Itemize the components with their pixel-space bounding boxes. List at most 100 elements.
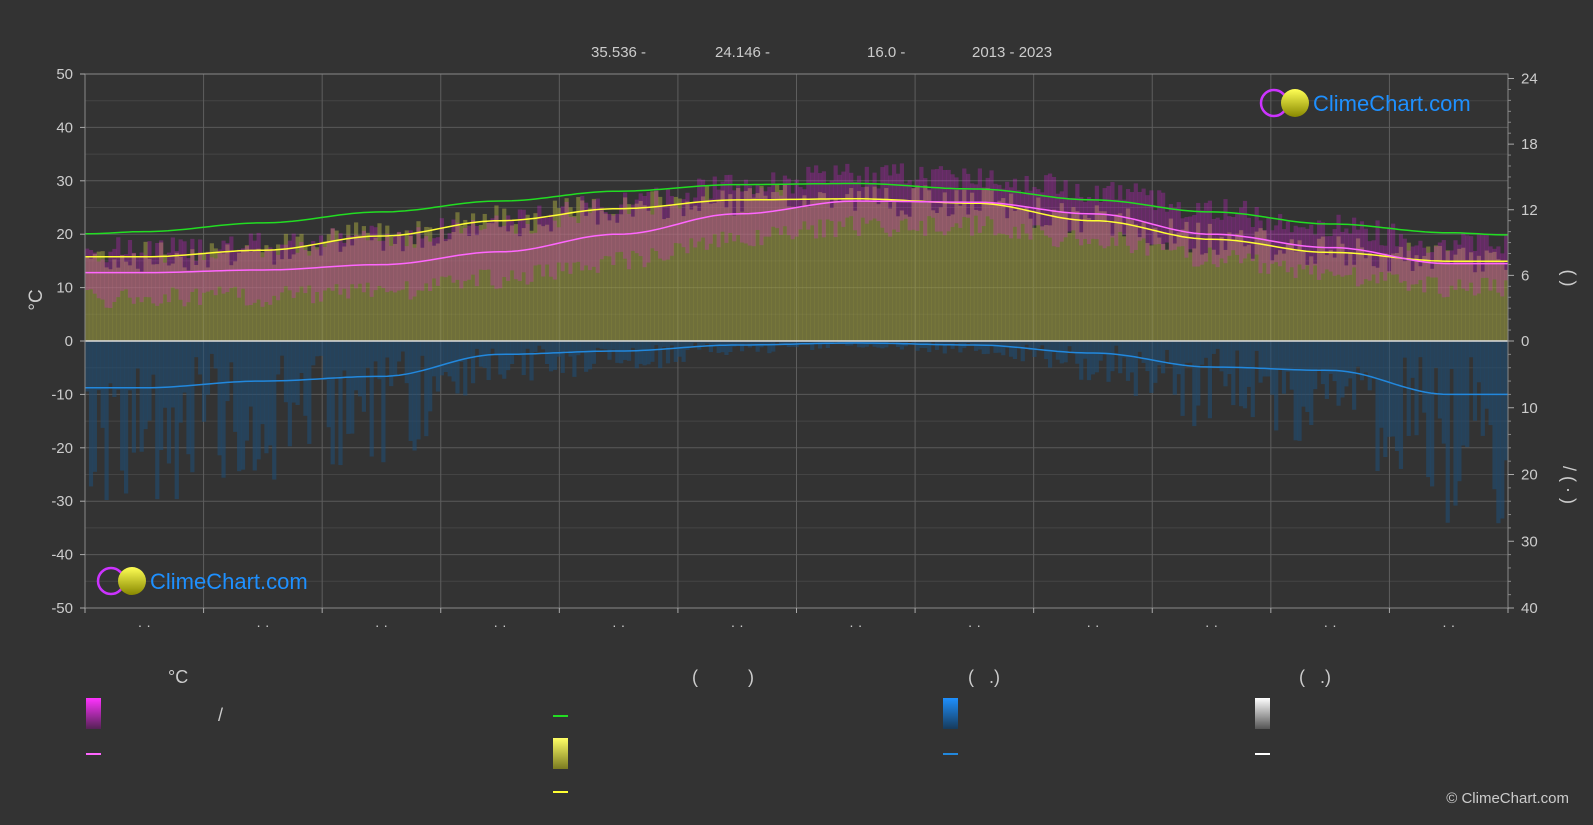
sunshine-bar	[985, 187, 990, 341]
sunshine-bar	[1036, 197, 1041, 341]
precip-bar	[1001, 341, 1006, 356]
sunshine-bar	[357, 235, 363, 341]
right-bottom-tick-label: 40	[1521, 600, 1538, 617]
precip-bar	[1242, 341, 1248, 409]
temp-range-bar	[240, 248, 246, 289]
sunshine-bar	[1157, 237, 1162, 341]
temp-range-bar	[1106, 185, 1111, 247]
precip-bar	[1289, 341, 1294, 390]
sunshine-bar	[541, 226, 546, 341]
precip-bar	[716, 341, 721, 353]
precip-bar	[1005, 341, 1010, 348]
right-top-tick-label: 18	[1521, 136, 1538, 153]
right-top-tick-label: 6	[1521, 267, 1529, 284]
sunshine-bar	[1114, 214, 1119, 341]
sunshine-bar	[237, 252, 242, 341]
precip-bar	[782, 341, 788, 346]
precip-bar	[899, 341, 905, 350]
precip-bar	[541, 341, 546, 350]
sunshine-bar	[334, 230, 339, 341]
precip-bar	[1476, 341, 1482, 383]
sunshine-bar	[268, 250, 273, 341]
precip-bar	[1051, 341, 1057, 353]
precip-bar	[459, 341, 464, 362]
temp-range-bar	[1262, 230, 1267, 264]
temp-range-bar	[1161, 192, 1166, 251]
precip-bar	[334, 341, 339, 377]
sunshine-bar	[568, 207, 573, 341]
sunshine-bar	[1094, 205, 1099, 341]
sunshine-bar	[264, 245, 269, 341]
left-tick-label: 0	[65, 333, 73, 350]
temp-range-bar	[116, 237, 121, 298]
temp-range-bar	[291, 233, 296, 298]
sunshine-bar	[942, 192, 947, 341]
temp-range-bar	[365, 240, 370, 283]
temp-range-bar	[1157, 190, 1162, 245]
temp-range-bar	[143, 254, 148, 297]
temp-range-bar	[806, 166, 811, 230]
temp-range-bar	[174, 251, 179, 290]
precip-bar	[599, 341, 604, 349]
sunshine-bar	[1168, 218, 1174, 341]
temp-range-bar	[1387, 228, 1392, 273]
sunshine-bar	[525, 214, 530, 341]
x-tick-label: · ·	[138, 617, 151, 633]
sunshine-bar	[685, 201, 690, 341]
temp-range-bar	[915, 179, 920, 231]
sunshine-bar	[1410, 270, 1415, 341]
temp-range-bar	[389, 245, 394, 291]
temp-range-bar	[1141, 188, 1146, 239]
sunshine-bar	[1242, 246, 1248, 341]
temp-range-bar	[782, 175, 788, 227]
x-tick-label: · ·	[256, 617, 269, 633]
precip-bar	[681, 341, 686, 362]
temp-range-bar	[377, 241, 382, 286]
precip-bar	[1297, 341, 1302, 441]
temp-range-bar	[599, 207, 604, 260]
sunshine-bar	[1196, 222, 1201, 341]
temp-range-bar	[276, 254, 281, 301]
sunshine-bar	[572, 216, 577, 341]
sunshine-bar	[1480, 271, 1485, 341]
temp-range-bar	[478, 230, 483, 270]
sunshine-bar	[1161, 243, 1166, 341]
temp-range-bar	[1238, 207, 1244, 264]
precip-bar	[311, 341, 316, 366]
precip-bar	[1355, 341, 1361, 367]
temp-range-bar	[962, 168, 967, 217]
sunshine-bar	[463, 219, 468, 341]
temp-range-bar	[923, 178, 928, 236]
temp-range-bar	[127, 239, 133, 298]
temp-range-bar	[330, 228, 335, 291]
precip-bar	[1016, 341, 1021, 348]
precip-bar	[455, 341, 460, 394]
sunshine-bar	[654, 191, 659, 341]
sunshine-bar	[1200, 254, 1205, 341]
sunshine-bar	[435, 243, 441, 341]
sunshine-bar	[853, 210, 858, 341]
temp-range-bar	[1437, 242, 1443, 294]
precip-bar	[810, 341, 815, 351]
logo-text-bottom: ClimeChart.com	[150, 569, 308, 594]
sunshine-bar	[693, 205, 698, 341]
precip-bar	[1387, 341, 1392, 437]
sunshine-bar	[634, 203, 639, 341]
sunshine-bar	[1172, 243, 1177, 341]
sunshine-bar	[775, 184, 780, 341]
sunshine-bar	[806, 206, 811, 341]
sunshine-bar	[989, 190, 994, 341]
temp-range-bar	[88, 250, 94, 290]
right-top-tick-label: 0	[1521, 333, 1529, 350]
sunshine-bar	[841, 199, 846, 341]
precip-bar	[1238, 341, 1244, 407]
sunshine-bar	[209, 243, 214, 341]
temp-range-bar	[623, 192, 628, 259]
precip-bar	[927, 341, 932, 353]
sunshine-bar	[307, 251, 312, 341]
temp-range-bar	[1480, 234, 1485, 278]
precip-bar	[1453, 341, 1458, 506]
sunshine-bar	[1238, 230, 1244, 341]
temp-range-bar	[1305, 228, 1310, 266]
sunshine-bar	[1418, 266, 1423, 341]
